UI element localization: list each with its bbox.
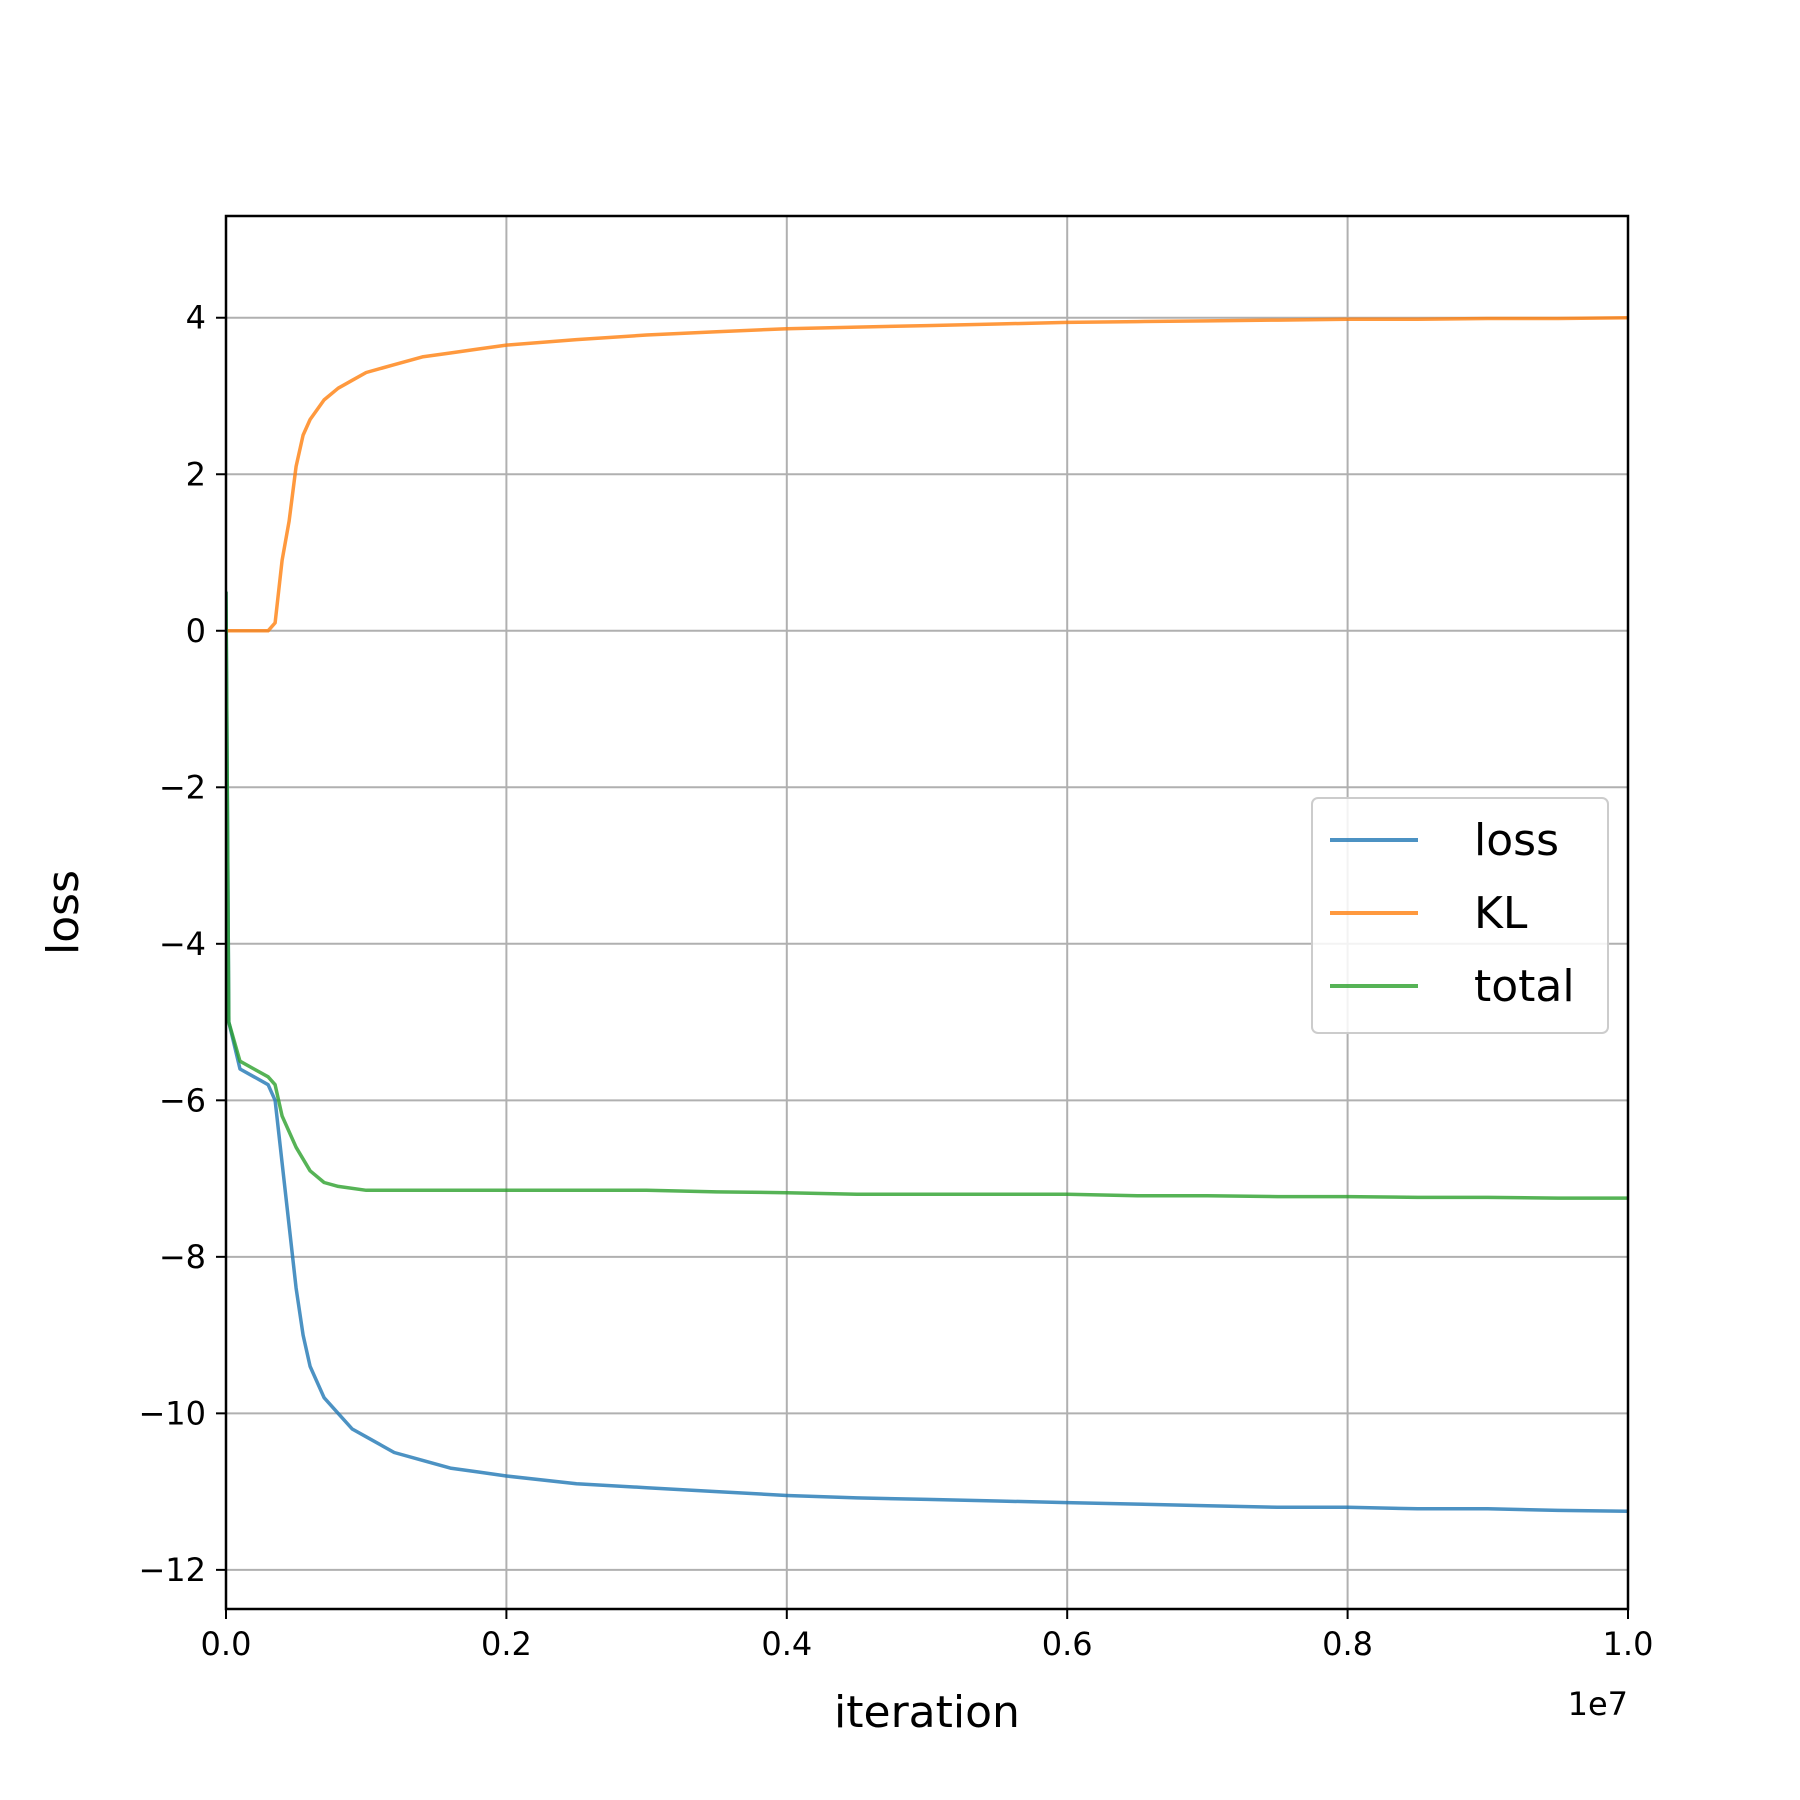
series-line-loss [226, 591, 1628, 1513]
y-tick-label: −4 [159, 925, 206, 963]
legend-label-kl: KL [1474, 888, 1528, 939]
series-lines [226, 315, 1628, 1513]
x-tick-label: 1.0 [1603, 1625, 1654, 1663]
x-tick-label: 0.4 [761, 1625, 812, 1663]
x-tick-label: 0.6 [1042, 1625, 1093, 1663]
x-axis-title: iteration [834, 1687, 1020, 1738]
y-tick-label: −2 [159, 768, 206, 806]
y-tick-label: 4 [186, 299, 206, 337]
legend-label-total: total [1474, 961, 1575, 1012]
y-axis-title: loss [38, 870, 89, 955]
y-tick-label: −10 [138, 1394, 206, 1432]
y-tick-label: −8 [159, 1238, 206, 1276]
ticks: 0.0 0.2 0.4 0.6 0.8 1.0 −12 −10 −8 −6 −4 −2 0 2 4 [138, 299, 1653, 1663]
x-axis-offset-label: 1e7 [1568, 1685, 1628, 1723]
x-tick-label: 0.0 [201, 1625, 252, 1663]
legend-box [1311, 797, 1609, 1034]
series-line-kl [226, 315, 1628, 633]
legend-label-loss: loss [1474, 815, 1559, 866]
y-tick-label: 2 [186, 455, 206, 493]
legend: loss KL total [1311, 797, 1609, 1034]
y-tick-label: −12 [138, 1551, 206, 1589]
plot-frame [224, 214, 1630, 1611]
x-tick-label: 0.8 [1322, 1625, 1373, 1663]
y-tick-label: 0 [186, 612, 206, 650]
series-line-total [226, 591, 1628, 1200]
y-tick-label: −6 [159, 1081, 206, 1119]
x-tick-label: 0.2 [481, 1625, 532, 1663]
